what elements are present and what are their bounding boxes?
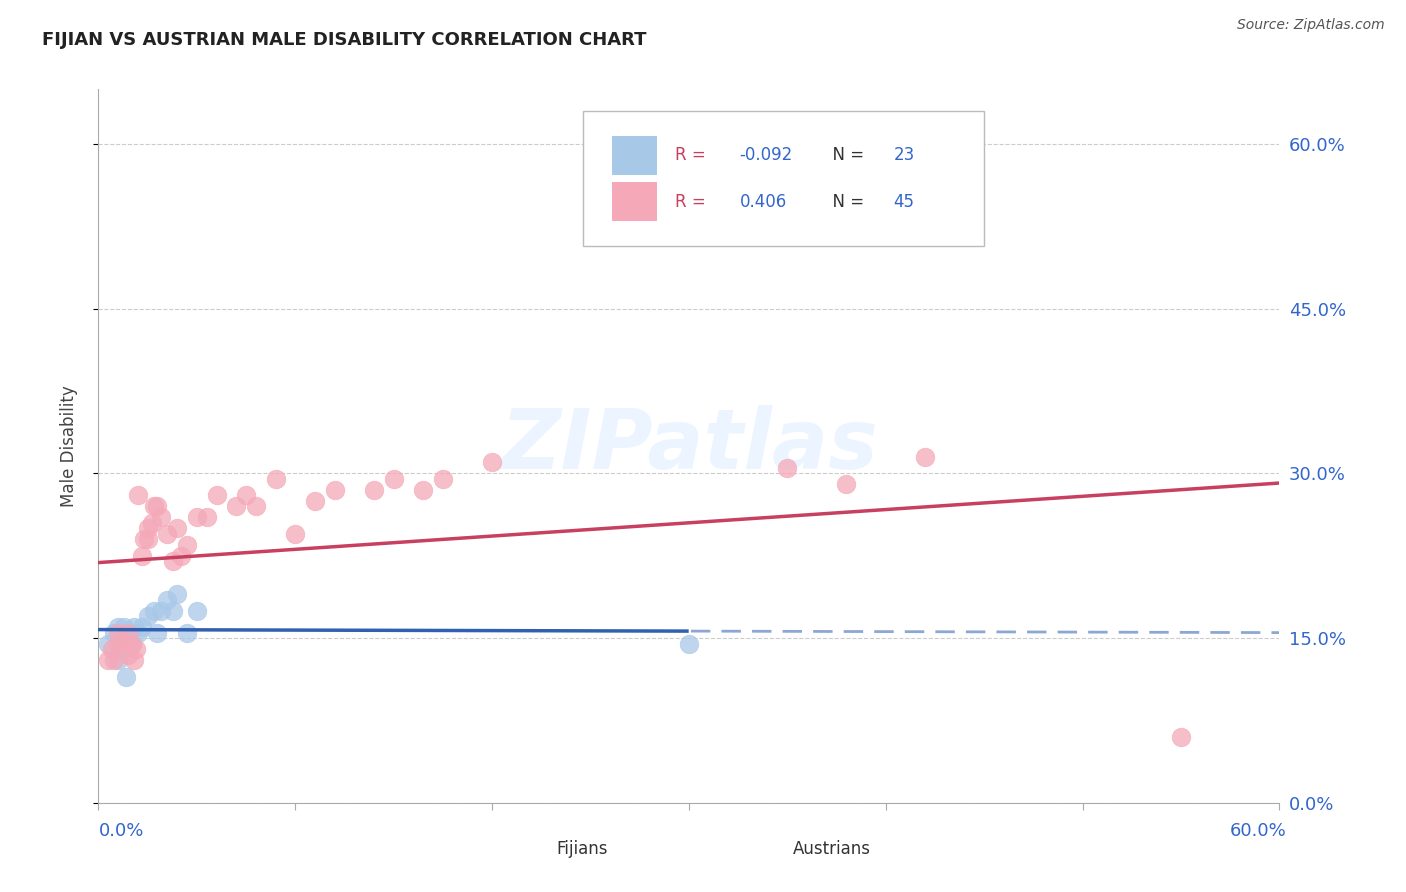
Point [432,472,454,486]
Point [382,472,405,486]
Point [162,604,184,618]
Point [323,483,346,497]
Point [121,637,143,651]
Point [103,625,125,640]
Point [127,625,149,640]
Point [121,637,143,651]
Point [162,554,184,568]
Point [186,604,208,618]
Text: ZIPatlas: ZIPatlas [501,406,877,486]
Text: R =: R = [675,193,711,211]
Point [284,526,307,541]
Point [97,637,120,651]
Point [835,477,858,491]
Point [1170,730,1192,744]
Point [264,472,287,486]
Point [107,653,129,667]
FancyBboxPatch shape [612,136,657,175]
Text: FIJIAN VS AUSTRIAN MALE DISABILITY CORRELATION CHART: FIJIAN VS AUSTRIAN MALE DISABILITY CORRE… [42,31,647,49]
Text: 45: 45 [893,193,914,211]
Point [146,625,169,640]
Point [150,510,173,524]
FancyBboxPatch shape [612,182,657,221]
Point [776,461,799,475]
Point [122,653,145,667]
Point [103,653,125,667]
Point [170,549,193,563]
Point [146,500,169,514]
Text: N =: N = [823,193,870,211]
Point [115,669,138,683]
Point [914,450,936,464]
Text: -0.092: -0.092 [740,146,793,164]
Point [131,620,153,634]
Point [136,609,159,624]
Text: N =: N = [823,146,870,164]
Point [304,494,326,508]
FancyBboxPatch shape [512,836,546,863]
Point [127,488,149,502]
Text: 0.0%: 0.0% [98,822,143,840]
Text: 23: 23 [893,146,914,164]
Point [117,637,139,651]
Point [142,500,165,514]
Point [107,620,129,634]
Point [235,488,257,502]
Point [136,533,159,547]
Point [117,625,139,640]
Point [117,648,139,662]
Point [245,500,267,514]
Point [97,653,120,667]
Point [412,483,434,497]
Point [156,592,179,607]
Point [101,642,124,657]
Point [195,510,218,524]
Point [107,625,129,640]
Y-axis label: Male Disability: Male Disability [59,385,77,507]
Point [186,510,208,524]
Point [678,637,700,651]
Point [176,625,198,640]
Point [142,604,165,618]
Point [150,604,173,618]
Point [111,642,134,657]
Point [111,637,134,651]
FancyBboxPatch shape [748,836,782,863]
Point [176,538,198,552]
Text: 60.0%: 60.0% [1230,822,1286,840]
Point [156,526,179,541]
Text: R =: R = [675,146,711,164]
Point [205,488,228,502]
Point [225,500,247,514]
Text: Fijians: Fijians [557,840,609,858]
Point [117,625,139,640]
Point [363,483,385,497]
Point [166,521,188,535]
Point [166,587,188,601]
Point [112,620,135,634]
Point [481,455,503,469]
Text: 0.406: 0.406 [740,193,787,211]
Point [107,637,129,651]
Point [112,637,135,651]
Point [136,521,159,535]
Text: Source: ZipAtlas.com: Source: ZipAtlas.com [1237,18,1385,32]
Text: Austrians: Austrians [793,840,870,858]
Point [141,516,163,530]
Point [122,620,145,634]
Point [131,549,153,563]
Point [125,642,148,657]
Point [132,533,155,547]
FancyBboxPatch shape [582,111,984,246]
